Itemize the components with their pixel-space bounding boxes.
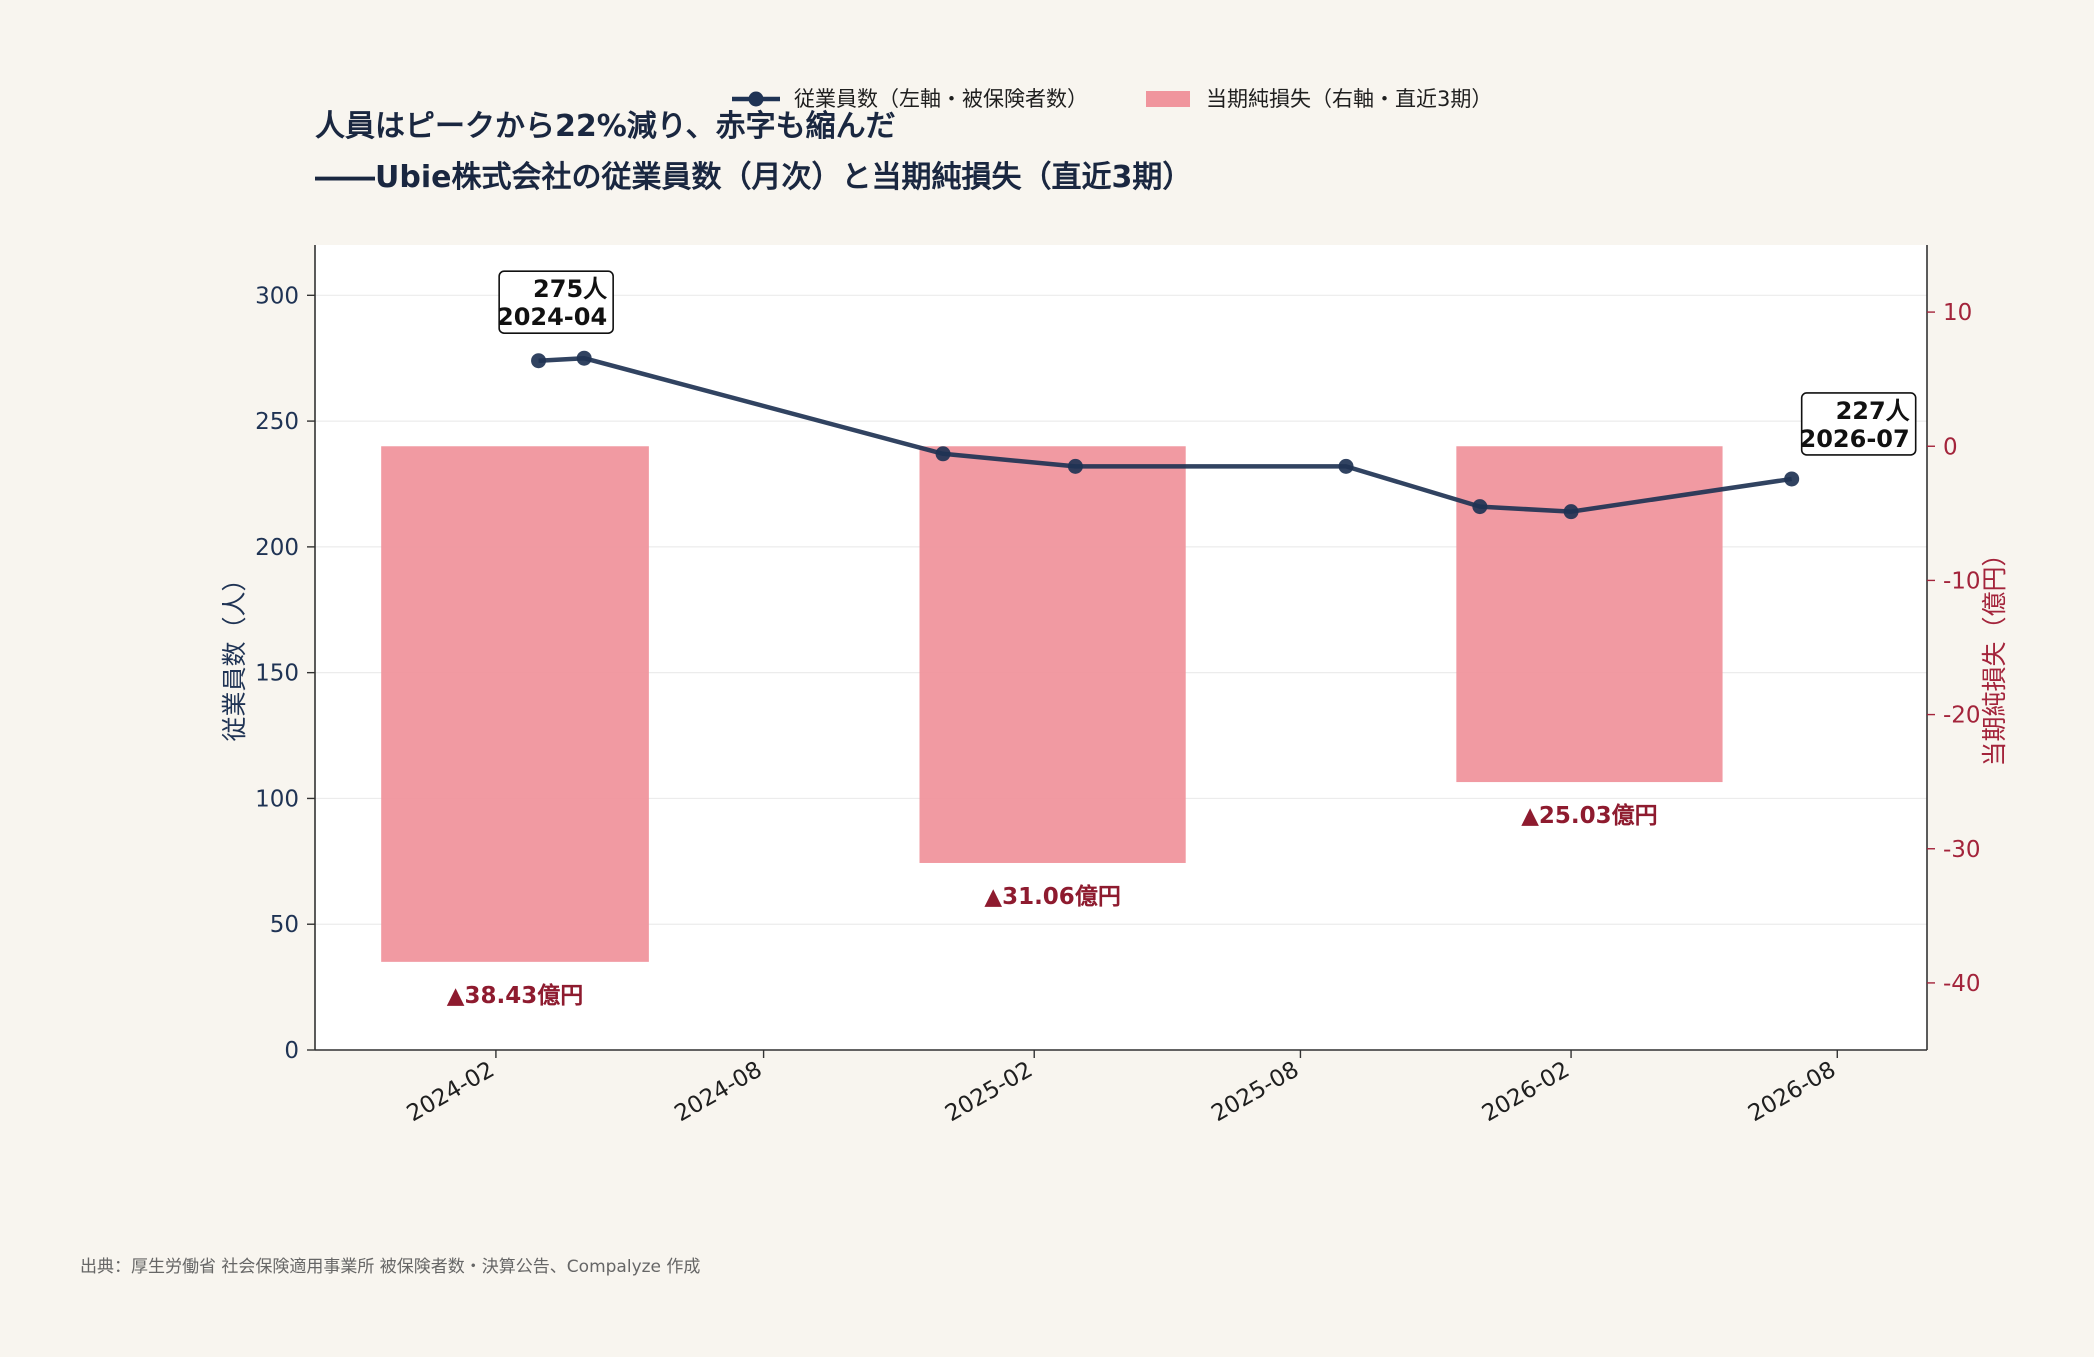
y-left-tick-label: 0 bbox=[284, 1038, 299, 1064]
legend-label: 当期純損失（右軸・直近3期） bbox=[1206, 87, 1492, 111]
y-left-tick-label: 200 bbox=[255, 535, 299, 561]
y-axis-right-label: 当期純損失（億円） bbox=[1980, 541, 2009, 766]
y-right-tick-label: -40 bbox=[1943, 971, 1981, 997]
loss-bar-label: ▲38.43億円 bbox=[447, 982, 583, 1009]
employee-point bbox=[1067, 458, 1083, 474]
loss-bar bbox=[919, 446, 1186, 863]
legend-bar-swatch bbox=[1146, 91, 1190, 107]
annotation-date: 2026-07 bbox=[1800, 425, 1910, 453]
loss-bar bbox=[381, 446, 649, 962]
x-tick-label: 2025-08 bbox=[1207, 1057, 1303, 1128]
y-right-tick-label: -20 bbox=[1943, 703, 1981, 729]
employee-line bbox=[531, 350, 1800, 520]
employee-point bbox=[576, 350, 592, 366]
annotation-value: 227人 bbox=[1836, 397, 1910, 425]
employee-point bbox=[1338, 458, 1354, 474]
annotation-box bbox=[498, 270, 614, 335]
employee-point bbox=[1784, 471, 1800, 487]
legend-line-marker bbox=[748, 91, 764, 107]
employee-point bbox=[531, 353, 547, 369]
annotation-value: 275人 bbox=[533, 275, 607, 303]
y-left-tick-label: 150 bbox=[255, 661, 299, 687]
employee-point bbox=[1472, 499, 1488, 515]
x-tick-label: 2026-08 bbox=[1744, 1057, 1840, 1128]
loss-bars: ▲38.43億円 ▲31.06億円 ▲25.03億円 bbox=[381, 446, 1723, 1009]
loss-bar-label: ▲25.03億円 bbox=[1521, 802, 1657, 829]
annotation-date: 2024-04 bbox=[497, 303, 607, 331]
y-right-tick-label: 10 bbox=[1943, 300, 1972, 326]
x-tick-label: 2024-02 bbox=[403, 1057, 499, 1128]
y-left-tick-label: 300 bbox=[255, 283, 299, 309]
annotation-box bbox=[1800, 392, 1917, 456]
y-right-tick-label: -10 bbox=[1943, 568, 1981, 594]
y-axis-left-label: 従業員数（人） bbox=[220, 566, 249, 741]
x-tick-label: 2024-08 bbox=[670, 1057, 766, 1128]
y-left-tick-label: 250 bbox=[255, 409, 299, 435]
y-left-tick-label: 50 bbox=[270, 912, 299, 938]
source-note: 出典：厚生労働省 社会保険適用事業所 被保険者数・決算公告、Compalyze … bbox=[80, 1257, 700, 1277]
x-tick-label: 2025-02 bbox=[941, 1057, 1037, 1128]
loss-bar bbox=[1456, 446, 1723, 783]
legend: 従業員数（左軸・被保険者数） 当期純損失（右軸・直近3期） bbox=[732, 87, 1492, 111]
employee-series-line bbox=[538, 355, 1793, 514]
chart-title-line1: 人員はピークから22%減り、赤字も縮んだ bbox=[315, 109, 896, 144]
employee-point bbox=[935, 446, 951, 462]
legend-label: 従業員数（左軸・被保険者数） bbox=[794, 87, 1088, 111]
y-right-tick-label: 0 bbox=[1943, 434, 1958, 460]
x-tick-label: 2026-02 bbox=[1478, 1057, 1574, 1128]
y-left-tick-label: 100 bbox=[255, 786, 299, 812]
y-right-tick-label: -30 bbox=[1943, 837, 1981, 863]
chart-title-line2: ――Ubie株式会社の従業員数（月次）と当期純損失（直近3期） bbox=[315, 160, 1192, 195]
loss-bar-label: ▲31.06億円 bbox=[984, 883, 1120, 910]
employee-point bbox=[1563, 504, 1579, 520]
